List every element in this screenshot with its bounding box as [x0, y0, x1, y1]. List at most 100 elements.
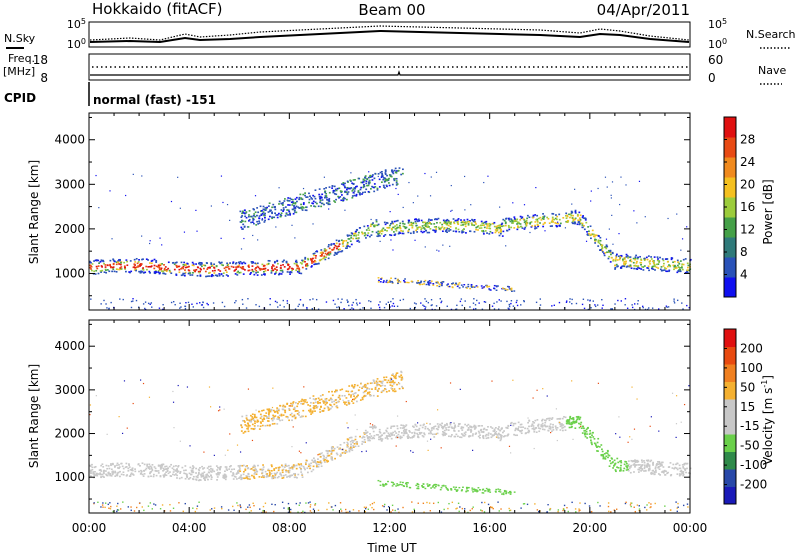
- echo-point: [101, 266, 103, 268]
- echo-point: [336, 253, 338, 255]
- echo-point: [462, 305, 463, 306]
- echo-point: [549, 509, 550, 510]
- echo-point: [221, 238, 222, 239]
- echo-point: [640, 259, 642, 261]
- echo-point: [577, 417, 579, 419]
- echo-point: [412, 223, 414, 225]
- echo-point: [322, 199, 324, 201]
- echo-point: [253, 505, 254, 506]
- echo-point: [329, 192, 331, 194]
- echo-point: [461, 490, 463, 491]
- echo-point: [199, 274, 201, 276]
- echo-point: [647, 460, 649, 462]
- echo-point: [549, 419, 551, 421]
- echo-point: [287, 214, 289, 216]
- echo-point: [92, 471, 94, 473]
- echo-point: [199, 272, 201, 274]
- echo-point: [265, 471, 267, 473]
- echo-point: [580, 424, 582, 426]
- echo-point: [402, 507, 403, 508]
- echo-point: [379, 179, 381, 181]
- echo-point: [399, 225, 401, 227]
- echo-point: [415, 230, 417, 232]
- echo-point: [284, 412, 286, 414]
- echo-point: [375, 388, 377, 390]
- echo-point: [392, 432, 394, 434]
- echo-point: [406, 282, 408, 283]
- echo-point: [155, 468, 157, 470]
- echo-point: [448, 429, 450, 431]
- echo-point: [100, 474, 102, 476]
- echo-point: [629, 468, 631, 470]
- echo-point: [305, 502, 306, 503]
- echo-point: [336, 190, 338, 192]
- echo-point: [499, 225, 501, 227]
- echo-point: [241, 427, 243, 429]
- echo-point: [399, 484, 401, 485]
- echo-point: [565, 227, 566, 228]
- echo-point: [312, 298, 313, 299]
- echo-point: [262, 420, 264, 422]
- echo-point: [144, 473, 146, 475]
- echo-point: [305, 206, 307, 208]
- echo-point: [296, 206, 298, 208]
- echo-point: [353, 183, 355, 185]
- echo-point: [430, 487, 432, 488]
- echo-point: [154, 466, 156, 468]
- echo-point: [193, 306, 194, 307]
- echo-point: [244, 263, 246, 265]
- echo-point: [209, 267, 211, 269]
- echo-point: [460, 219, 462, 221]
- echo-point: [385, 173, 387, 175]
- echo-point: [370, 188, 372, 190]
- echo-point: [586, 241, 587, 242]
- echo-point: [349, 179, 351, 181]
- echo-point: [309, 501, 310, 502]
- echo-point: [370, 225, 372, 227]
- echo-point: [328, 198, 330, 200]
- echo-point: [334, 303, 335, 304]
- echo-point: [195, 472, 197, 474]
- echo-point: [302, 209, 304, 211]
- echo-point: [158, 470, 160, 472]
- echo-point: [272, 475, 274, 477]
- echo-point: [626, 463, 628, 465]
- echo-point: [377, 378, 379, 380]
- echo-point: [90, 465, 92, 467]
- echo-point: [680, 471, 682, 473]
- echo-point: [415, 303, 416, 304]
- echo-point: [197, 275, 199, 277]
- echo-point: [192, 272, 194, 274]
- echo-point: [473, 298, 474, 299]
- echo-point: [499, 207, 500, 208]
- echo-point: [196, 479, 198, 481]
- echo-point: [589, 430, 591, 432]
- echo-point: [271, 206, 273, 208]
- echo-point: [620, 267, 622, 269]
- echo-point: [445, 485, 447, 486]
- echo-point: [225, 269, 227, 271]
- echo-point: [474, 286, 476, 287]
- echo-point: [417, 228, 419, 230]
- echo-point: [267, 425, 269, 427]
- echo-point: [496, 301, 497, 302]
- echo-point: [222, 275, 224, 277]
- echo-point: [624, 304, 625, 305]
- echo-point: [369, 236, 371, 238]
- echo-point: [234, 302, 235, 303]
- echo-point: [654, 264, 656, 266]
- echo-point: [137, 464, 139, 466]
- echo-point: [123, 299, 124, 300]
- echo-point: [331, 391, 333, 393]
- echo-point: [310, 258, 312, 260]
- freq-label-2: [MHz]: [3, 65, 35, 78]
- echo-point: [400, 300, 401, 301]
- echo-point: [105, 264, 107, 266]
- echo-point: [417, 486, 419, 487]
- echo-point: [472, 433, 474, 435]
- echo-point: [484, 227, 486, 229]
- echo-point: [628, 470, 630, 472]
- echo-point: [386, 382, 388, 384]
- echo-point: [170, 475, 172, 477]
